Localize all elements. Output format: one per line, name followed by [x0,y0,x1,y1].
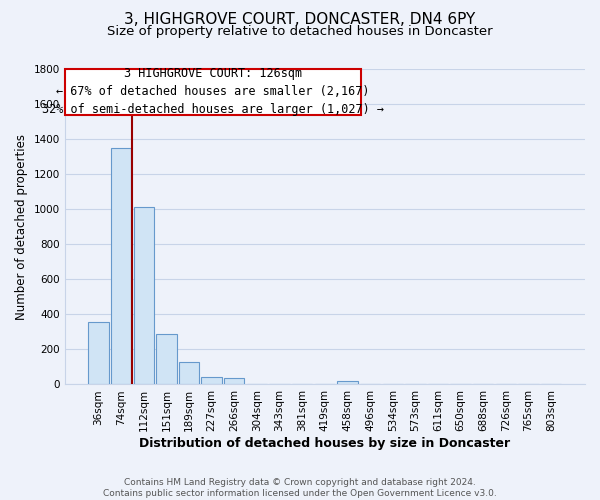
Bar [179,362,199,384]
Bar [202,376,222,384]
Bar [88,322,109,384]
Text: 3, HIGHGROVE COURT, DONCASTER, DN4 6PY: 3, HIGHGROVE COURT, DONCASTER, DN4 6PY [124,12,476,28]
Bar [134,208,154,384]
Bar [224,378,244,384]
Text: Size of property relative to detached houses in Doncaster: Size of property relative to detached ho… [107,25,493,38]
Y-axis label: Number of detached properties: Number of detached properties [15,134,28,320]
Bar [111,148,131,384]
Text: 3 HIGHGROVE COURT: 126sqm
← 67% of detached houses are smaller (2,167)
32% of se: 3 HIGHGROVE COURT: 126sqm ← 67% of detac… [42,68,384,116]
Bar [156,334,176,384]
Bar [337,381,358,384]
Text: Contains HM Land Registry data © Crown copyright and database right 2024.
Contai: Contains HM Land Registry data © Crown c… [103,478,497,498]
X-axis label: Distribution of detached houses by size in Doncaster: Distribution of detached houses by size … [139,437,511,450]
